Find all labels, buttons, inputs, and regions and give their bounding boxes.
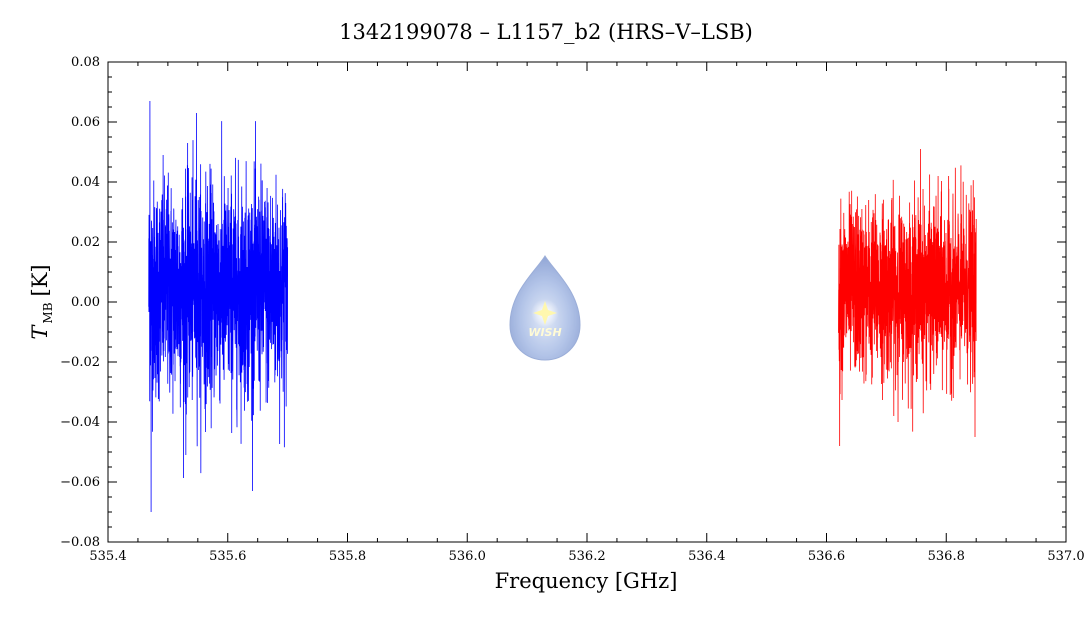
x-tick-label: 536.2 [568, 549, 605, 564]
y-tick-label: −0.06 [60, 475, 100, 490]
y-tick-label: 0.00 [71, 295, 100, 310]
chart-title: 1342199078 – L1157_b2 (HRS–V–LSB) [339, 20, 753, 44]
y-axis-label-unit: [K] [28, 264, 52, 296]
x-tick-label: 535.8 [329, 549, 366, 564]
wish-logo-text: WISH [528, 326, 561, 339]
series-line-1 [148, 100, 289, 513]
y-tick-label: 0.02 [71, 235, 100, 250]
x-tick-label: 536.4 [688, 549, 725, 564]
y-tick-label: −0.04 [60, 415, 100, 430]
y-tick-label: −0.02 [60, 355, 100, 370]
svg-text:TMB[K]: TMB [K] [28, 264, 55, 339]
x-tick-label: 537.0 [1047, 549, 1084, 564]
x-tick-label: 535.6 [209, 549, 246, 564]
y-axis-label-main: T [28, 324, 52, 340]
y-tick-label: 0.06 [71, 115, 100, 130]
y-tick-label: 0.04 [71, 175, 100, 190]
star-icon [533, 301, 557, 325]
y-axis-label-sub: MB [41, 302, 55, 323]
x-tick-label: 535.4 [89, 549, 126, 564]
x-tick-label: 536.6 [808, 549, 845, 564]
wish-logo: WISH [509, 255, 581, 361]
y-tick-label: −0.08 [60, 535, 100, 550]
x-tick-label: 536.0 [449, 549, 486, 564]
y-tick-label: 0.08 [71, 55, 100, 70]
y-axis-label: TMB [K] [28, 264, 55, 339]
x-axis-label: Frequency [GHz] [495, 569, 678, 593]
series-layer [148, 100, 977, 513]
series-line-2 [838, 148, 977, 447]
ticks-layer: 535.4 535.6 535.8 536.0 536.2 536.4 536.6 536.8… [60, 55, 1084, 564]
x-tick-label: 536.8 [928, 549, 965, 564]
